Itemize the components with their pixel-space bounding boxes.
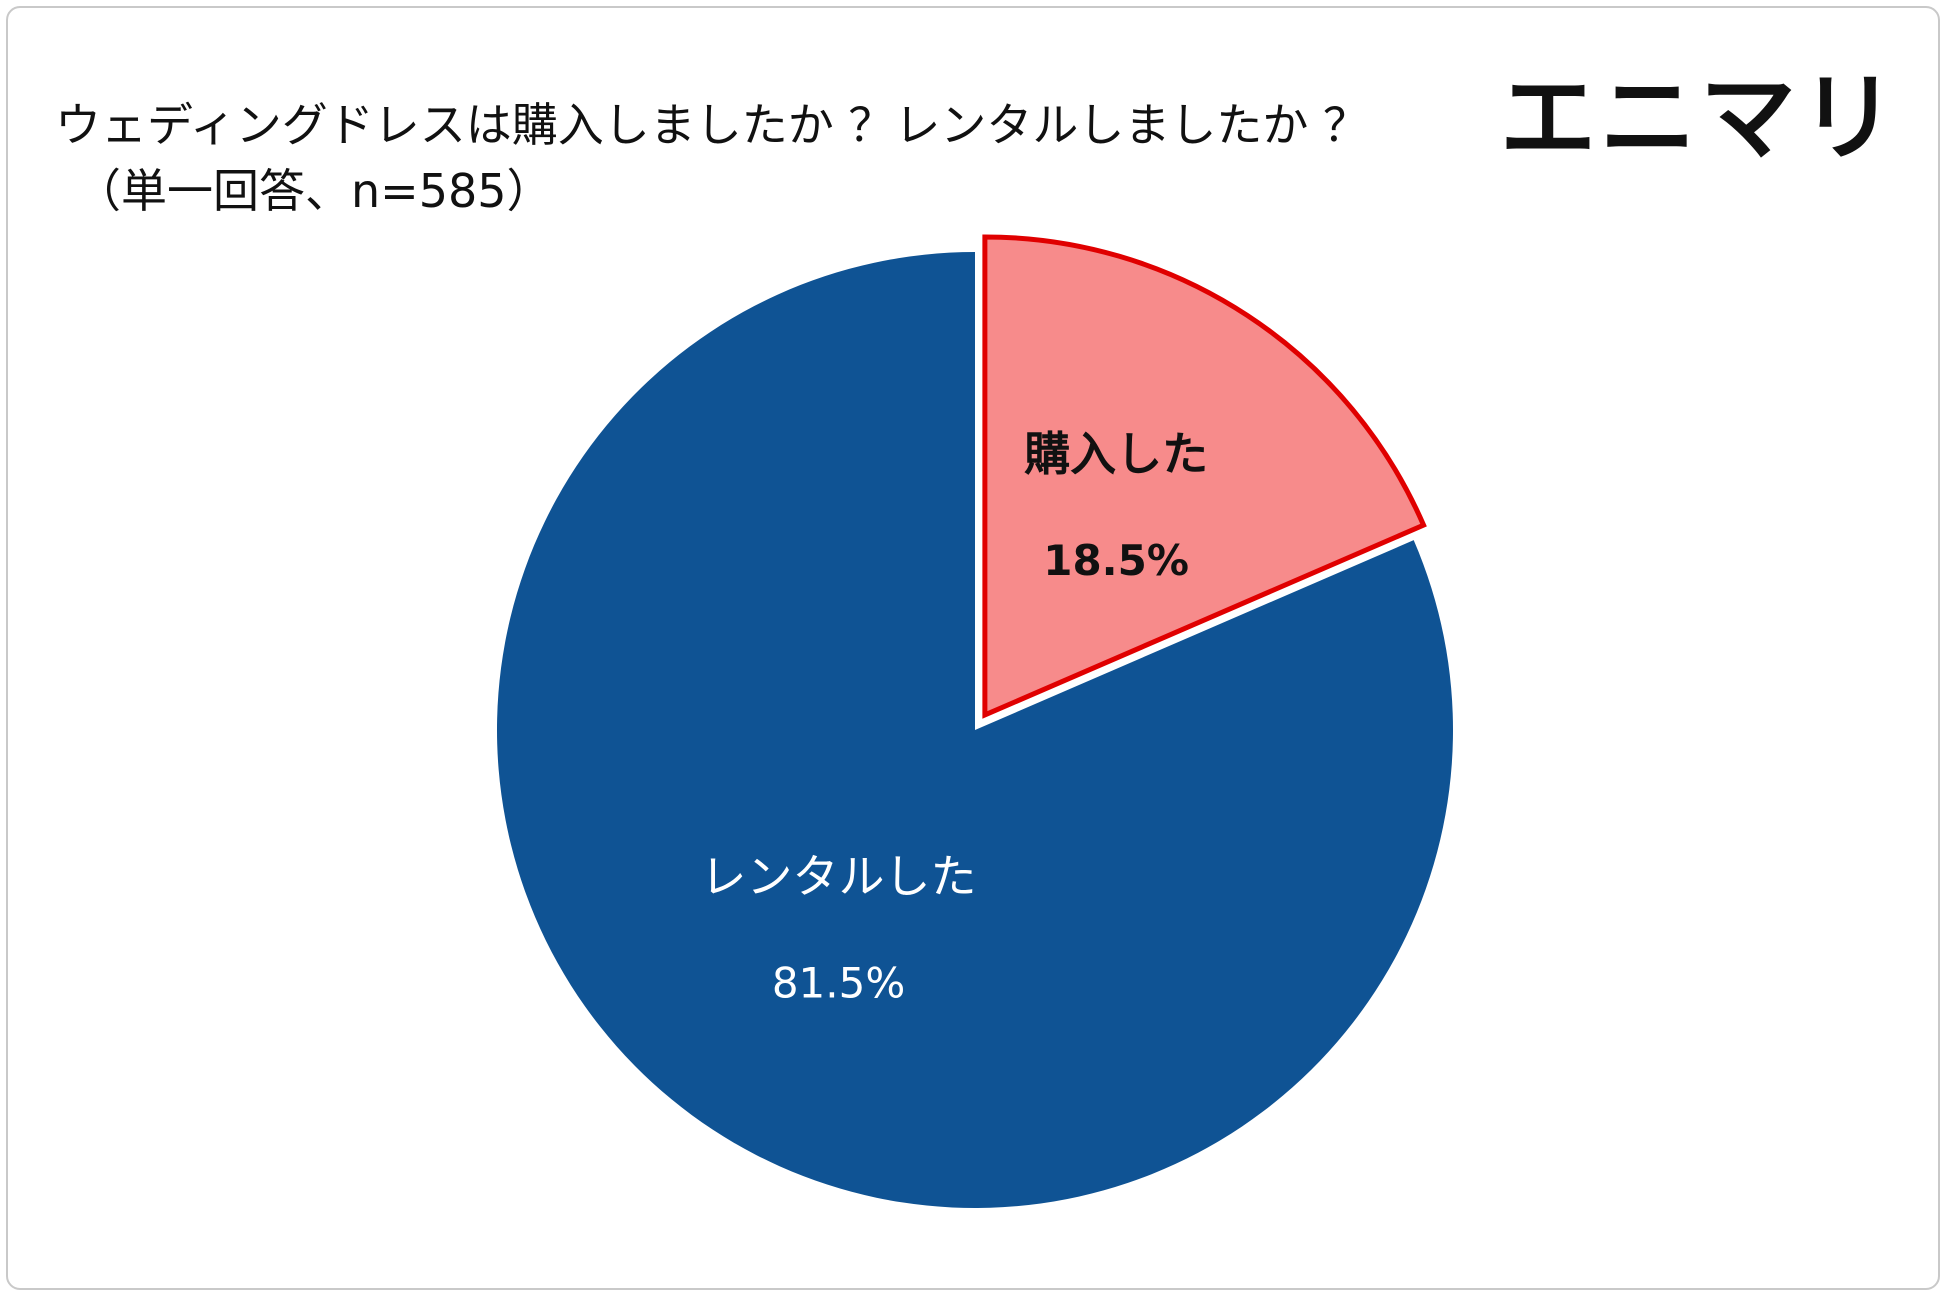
pie-labels: 購入した 18.5% レンタルした 81.5%	[701, 427, 1209, 1008]
slice-label-rented: レンタルした	[701, 850, 977, 904]
slice-label-purchased: 購入した	[1024, 427, 1208, 481]
chart-title-line2: （単一回答、n=585）	[75, 164, 553, 218]
slice-value-purchased: 18.5%	[1043, 536, 1189, 585]
chart-title: ウェディングドレスは購入しましたか ？レンタルしましたか ？ （単一回答、n=5…	[55, 92, 1369, 224]
pie-slice-rented	[496, 252, 1454, 1208]
brand-logo: エニマリ	[1500, 62, 1900, 174]
pie-slice-purchased	[982, 234, 1427, 719]
chart-title-line1: ウェディングドレスは購入しましたか ？レンタルしましたか ？	[55, 98, 1370, 152]
pie-slices	[496, 234, 1454, 1208]
slice-value-rented: 81.5%	[772, 959, 905, 1008]
